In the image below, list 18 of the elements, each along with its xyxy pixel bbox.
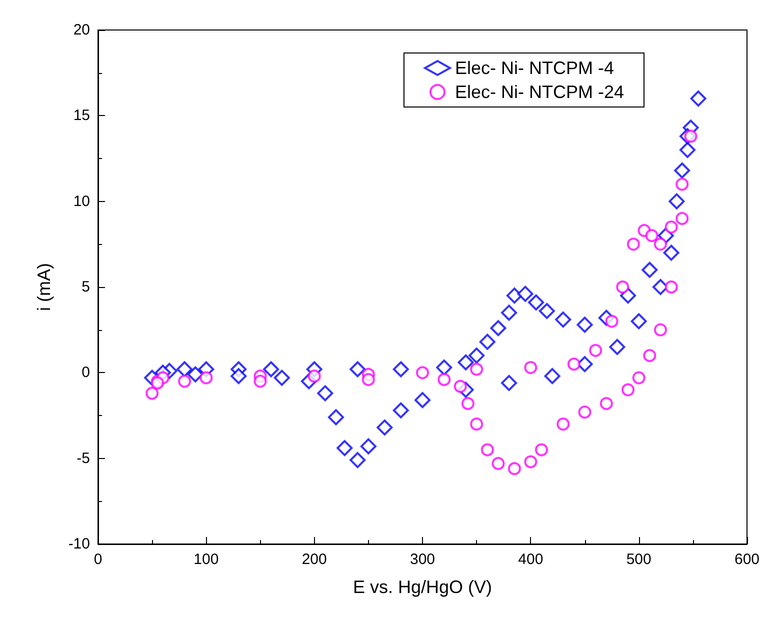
x-tick-label: 100 xyxy=(194,551,219,568)
y-tick-label: -5 xyxy=(76,450,90,467)
y-tick-label: 15 xyxy=(73,107,90,124)
y-tick-label: -10 xyxy=(68,536,90,552)
x-axis-title: E vs. Hg/HgO (V) xyxy=(352,577,492,597)
y-tick-label: 20 xyxy=(73,22,90,38)
y-tick-label: 5 xyxy=(82,278,90,296)
x-tick-label: 500 xyxy=(626,551,652,568)
y-axis-title: i (mA) xyxy=(34,263,54,311)
y-tick-label: 10 xyxy=(73,192,90,210)
legend-label: Elec- Ni- NTCPM -24 xyxy=(454,82,624,102)
y-tick-label: 0 xyxy=(82,364,90,382)
x-tick-label: 200 xyxy=(302,551,327,568)
legend-label: Elec- Ni- NTCPM -4 xyxy=(454,58,614,78)
x-tick-label: 300 xyxy=(410,551,436,568)
x-tick-label: 400 xyxy=(518,551,544,568)
x-tick-label: 0 xyxy=(94,551,102,568)
x-tick-label: 600 xyxy=(734,551,760,568)
